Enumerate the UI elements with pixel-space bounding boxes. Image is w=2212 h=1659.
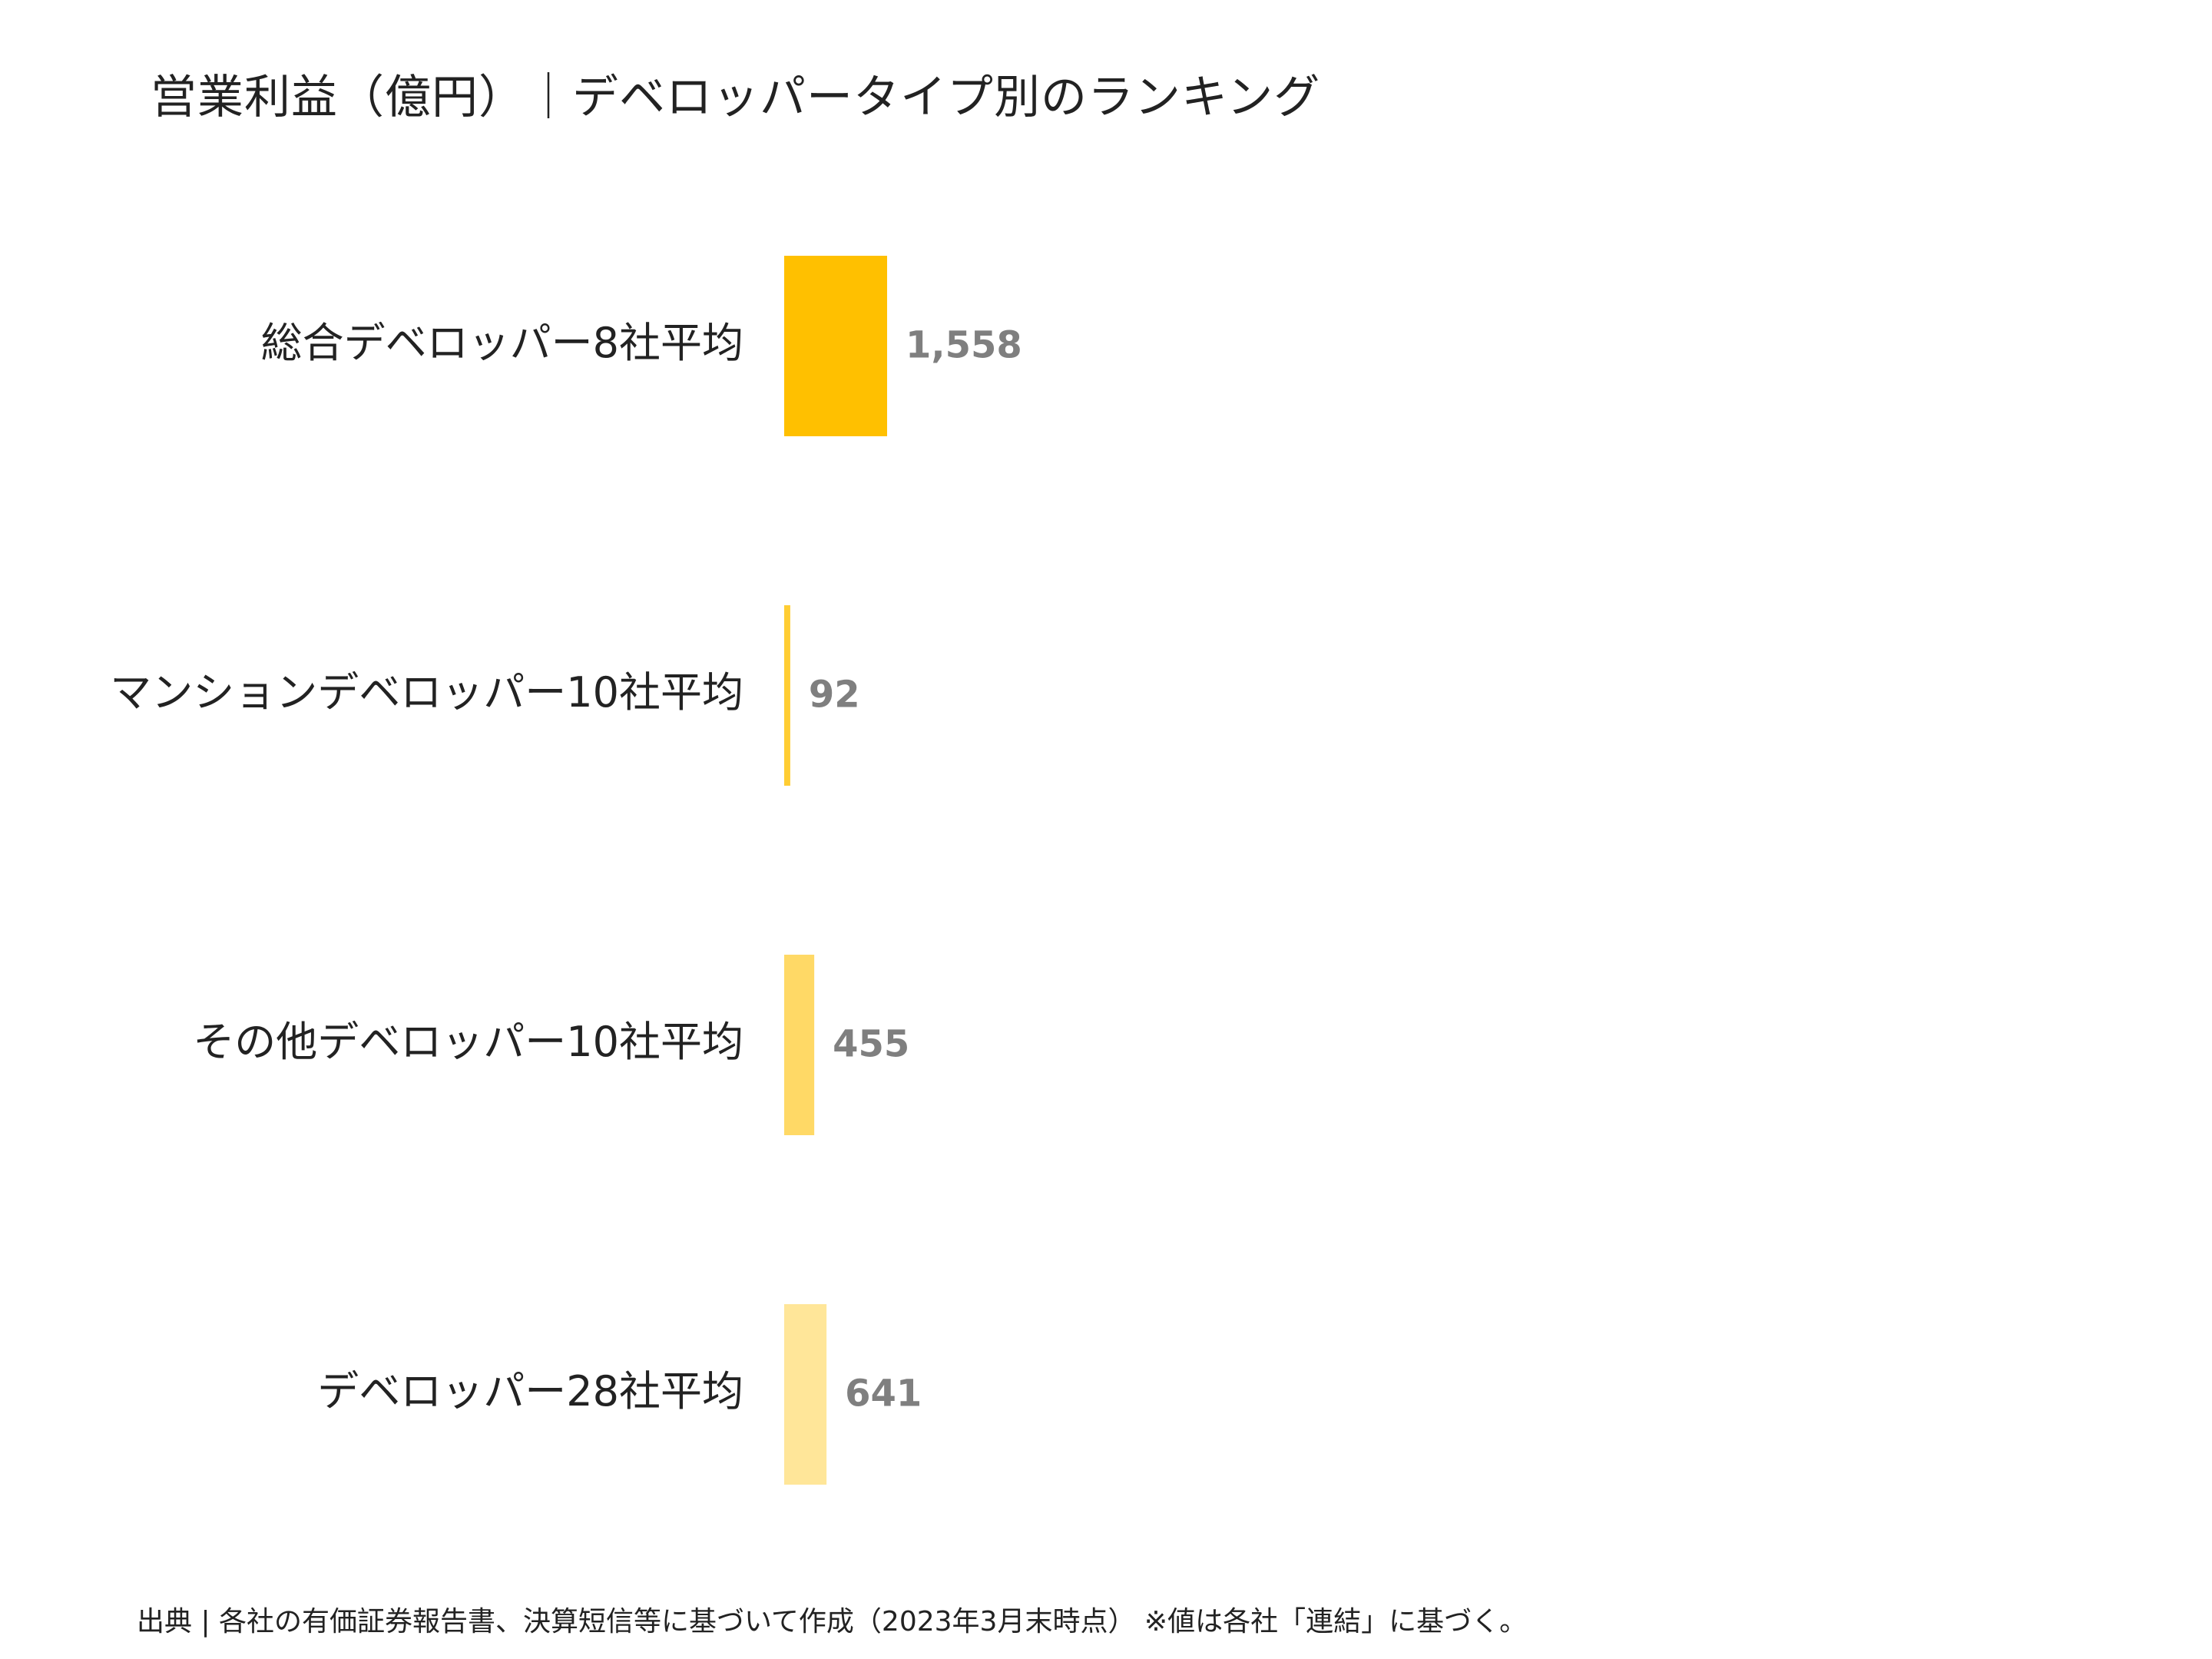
value-label-4: 641 [845,1373,922,1416]
bar-2 [784,605,790,786]
category-label-4: デベロッパー28社平均 [317,1367,743,1416]
bar-1 [784,256,887,436]
category-label-2: マンションデベロッパー10社平均 [110,668,743,717]
value-label-2: 92 [809,674,860,717]
bar-3 [784,955,815,1135]
chart-title: 営業利益（億円）｜デベロッパータイプ別のランキング [151,71,1321,124]
category-label-1: 総合デベロッパー8社平均 [261,319,743,367]
source-note: 出典 | 各社の有価証券報告書、決算短信等に基づいて作成（2023年3月末時点）… [137,1606,1528,1637]
value-label-3: 455 [833,1023,909,1066]
bar-4 [784,1304,827,1485]
value-label-1: 1,558 [906,324,1022,367]
category-label-3: その他デベロッパー10社平均 [193,1018,743,1066]
